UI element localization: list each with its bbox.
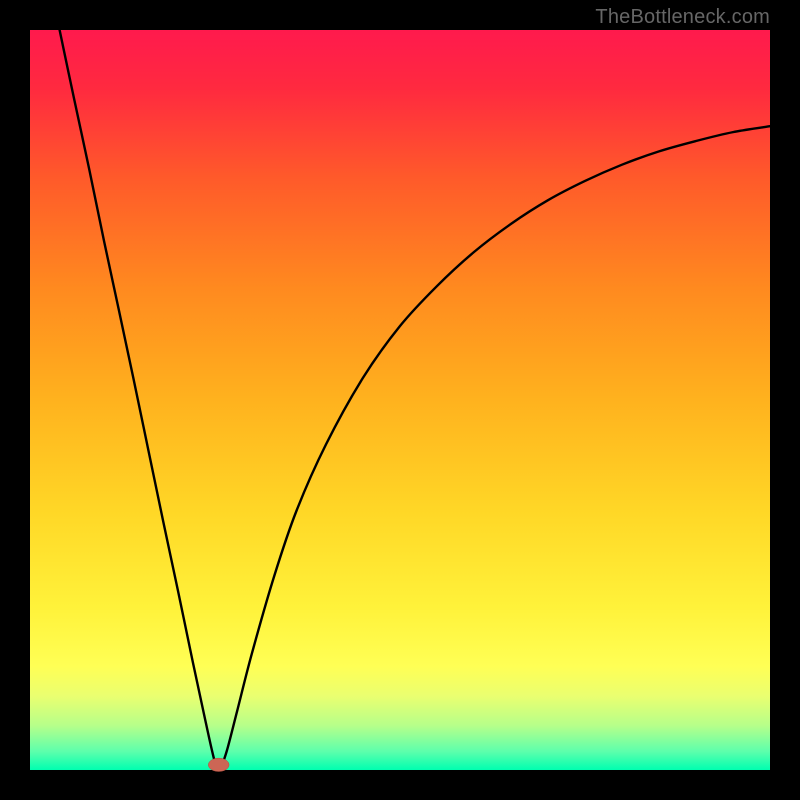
bottleneck-curve (30, 30, 770, 770)
watermark-text: TheBottleneck.com (595, 6, 770, 29)
chart-frame: TheBottleneck.com (0, 0, 800, 800)
minimum-marker (208, 758, 229, 771)
plot-area (30, 30, 770, 770)
